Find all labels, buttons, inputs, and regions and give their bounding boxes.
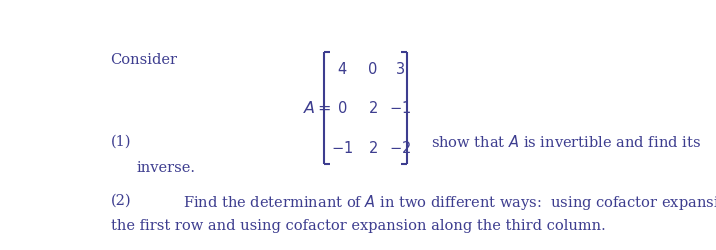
Text: show that $A$ is invertible and find its: show that $A$ is invertible and find its — [431, 134, 701, 150]
Text: $4$: $4$ — [337, 60, 347, 76]
Text: $-1$: $-1$ — [331, 140, 353, 156]
Text: $2$: $2$ — [367, 100, 377, 116]
Text: the first row and using cofactor expansion along the third column.: the first row and using cofactor expansi… — [110, 218, 605, 232]
Text: inverse.: inverse. — [137, 160, 195, 174]
Text: $0$: $0$ — [337, 100, 347, 116]
Text: (2): (2) — [110, 193, 131, 206]
Text: $-2$: $-2$ — [390, 140, 411, 156]
Text: $3$: $3$ — [395, 60, 405, 76]
Text: $0$: $0$ — [367, 60, 377, 76]
Text: $-1$: $-1$ — [390, 100, 411, 116]
Text: $2$: $2$ — [367, 140, 377, 156]
Text: Find the determinant of $A$ in two different ways:  using cofactor expansion alo: Find the determinant of $A$ in two diffe… — [183, 193, 716, 212]
Text: (1): (1) — [110, 134, 131, 148]
Text: Consider: Consider — [110, 53, 178, 67]
Text: $A =$: $A =$ — [303, 100, 332, 116]
